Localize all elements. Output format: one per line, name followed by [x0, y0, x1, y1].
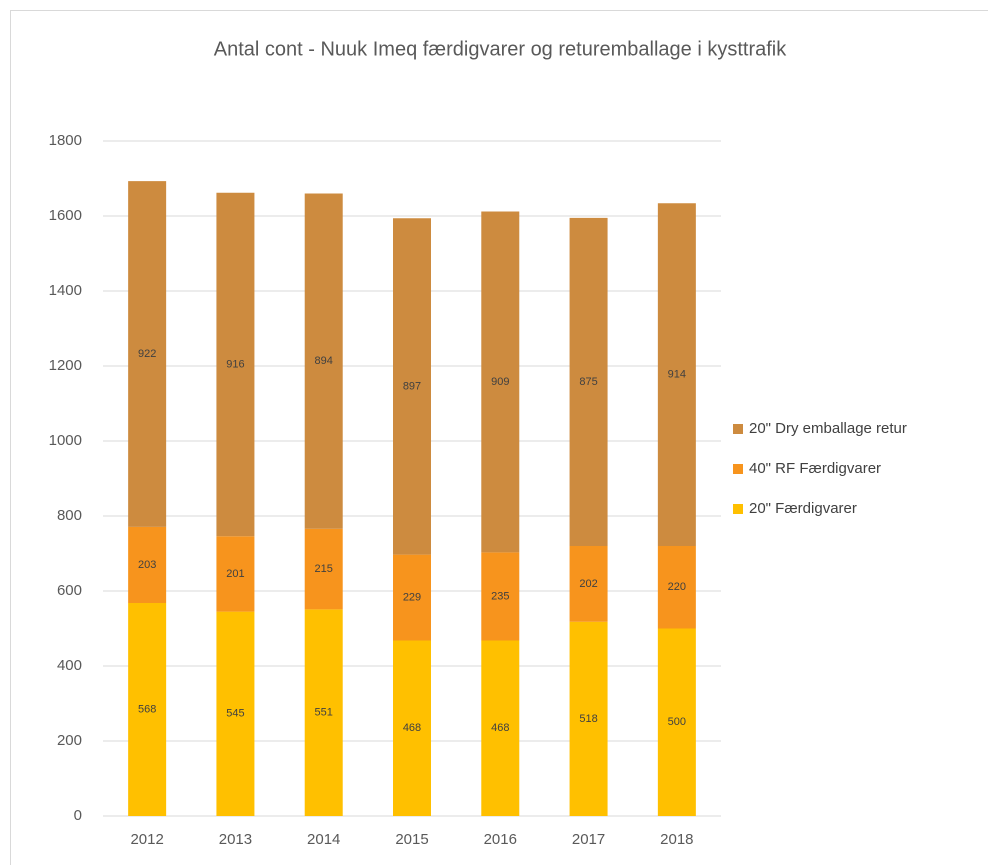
data-label: 201	[226, 568, 244, 580]
bar-segment	[481, 640, 520, 816]
data-label: 220	[668, 581, 686, 593]
y-tick-label: 1400	[49, 282, 82, 299]
data-label: 215	[315, 563, 333, 575]
bar-segment	[569, 217, 608, 546]
legend-swatch	[733, 424, 743, 434]
x-tick-label: 2012	[130, 831, 163, 848]
bar-segment	[304, 528, 343, 610]
data-label: 894	[315, 355, 333, 367]
data-label: 203	[138, 559, 156, 571]
y-tick-label: 600	[57, 582, 82, 599]
bar-segment	[128, 526, 167, 603]
bar-segment	[128, 603, 167, 816]
data-label: 875	[579, 376, 597, 388]
bar-segment	[657, 546, 696, 629]
bar-segment	[657, 203, 696, 546]
bar-segment	[128, 181, 167, 527]
data-label: 518	[579, 713, 597, 725]
chart-title: Antal cont - Nuuk Imeq færdigvarer og re…	[214, 38, 787, 60]
x-tick-label: 2016	[484, 831, 517, 848]
y-tick-label: 200	[57, 732, 82, 749]
y-tick-label: 1800	[49, 132, 82, 149]
x-tick-label: 2018	[660, 831, 693, 848]
legend-label: 20" Dry emballage retur	[749, 420, 907, 437]
data-label: 545	[226, 708, 244, 720]
data-label: 235	[491, 590, 509, 602]
y-tick-label: 400	[57, 657, 82, 674]
bar-segment	[393, 640, 431, 816]
legend-swatch	[733, 504, 743, 514]
data-label: 202	[579, 578, 597, 590]
bar-segment	[481, 552, 520, 641]
y-tick-label: 1600	[49, 207, 82, 224]
bar-segment	[304, 609, 343, 816]
bar-segment	[569, 621, 608, 816]
x-tick-label: 2014	[307, 831, 340, 848]
data-label: 916	[226, 358, 244, 370]
data-label: 922	[138, 348, 156, 360]
y-tick-label: 1000	[49, 432, 82, 449]
x-tick-label: 2015	[395, 831, 428, 848]
bar-segment	[569, 546, 608, 622]
data-label: 551	[315, 707, 333, 719]
y-tick-label: 800	[57, 507, 82, 524]
bar-segment	[216, 192, 255, 537]
y-tick-label: 0	[74, 807, 82, 824]
bar-segment	[216, 536, 255, 612]
bar-segment	[481, 211, 520, 553]
x-tick-label: 2013	[219, 831, 252, 848]
legend-swatch	[733, 464, 743, 474]
bar-segment	[393, 554, 431, 641]
data-label: 500	[668, 716, 686, 728]
data-label: 897	[403, 380, 421, 392]
data-label: 468	[491, 722, 509, 734]
data-label: 468	[403, 722, 421, 734]
bar-segment	[393, 218, 431, 555]
data-label: 568	[138, 703, 156, 715]
bar-segment	[216, 611, 255, 816]
chart-frame	[10, 10, 988, 865]
legend-label: 40" RF Færdigvarer	[749, 460, 881, 477]
bar-segment	[304, 193, 343, 529]
y-tick-label: 1200	[49, 357, 82, 374]
x-tick-label: 2017	[572, 831, 605, 848]
legend-label: 20" Færdigvarer	[749, 500, 857, 517]
data-label: 229	[403, 591, 421, 603]
bar-segment	[657, 628, 696, 816]
data-label: 914	[668, 369, 686, 381]
data-label: 909	[491, 376, 509, 388]
